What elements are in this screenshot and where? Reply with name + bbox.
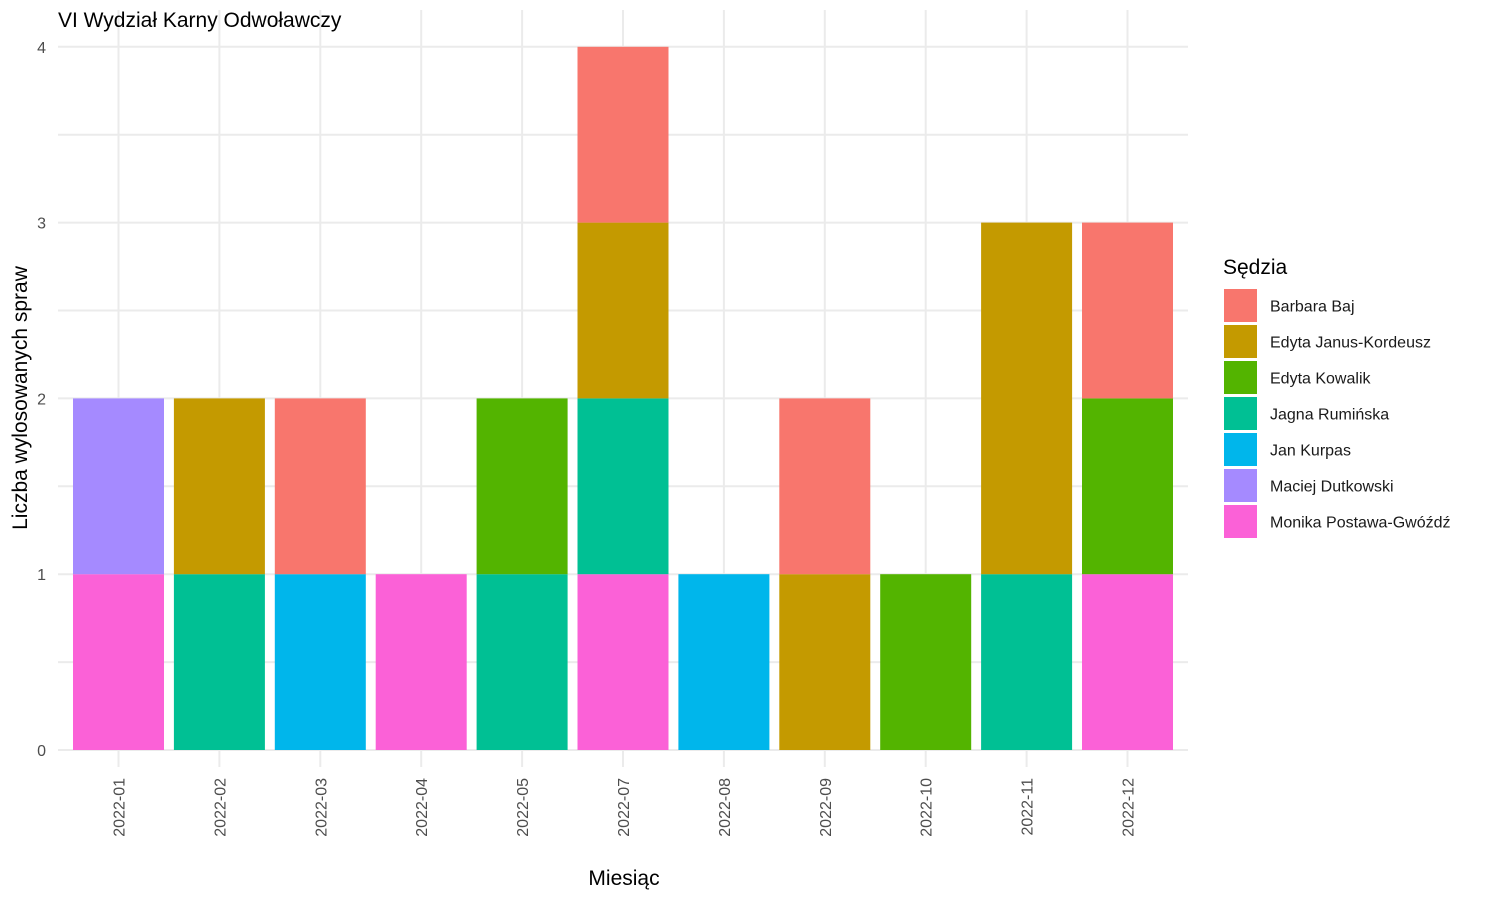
y-tick-label: 2 xyxy=(37,391,46,408)
x-tick-label: 2022-09 xyxy=(818,778,835,837)
legend-title: Sędzia xyxy=(1223,256,1288,279)
x-tick-label: 2022-02 xyxy=(212,778,229,837)
bar-segment xyxy=(274,398,366,575)
legend-swatch xyxy=(1224,361,1257,394)
legend-label: Jagna Rumińska xyxy=(1270,407,1389,424)
y-tick-label: 4 xyxy=(37,40,46,57)
bar-segment xyxy=(476,398,568,575)
legend-swatch xyxy=(1224,289,1257,322)
x-tick-label: 2022-03 xyxy=(313,778,330,837)
x-axis-title: Miesiąc xyxy=(588,867,659,890)
y-axis-title: Liczba wylosowanych spraw xyxy=(9,265,32,530)
x-axis-ticks: 2022-01 2022-02 2022-03 2022-04 2022-05 2022-… xyxy=(112,778,1138,837)
legend-label: Edyta Janus-Kordeusz xyxy=(1270,335,1431,352)
legend-swatch xyxy=(1224,433,1257,466)
legend-swatch xyxy=(1224,325,1257,358)
bar-segment xyxy=(274,574,366,750)
bar-segment xyxy=(476,574,568,750)
bar-segment xyxy=(1082,222,1173,399)
bar-segment xyxy=(779,574,871,750)
x-tick-label: 2022-08 xyxy=(717,778,734,837)
bar-segment xyxy=(173,574,265,750)
legend-swatch xyxy=(1224,505,1257,538)
legend-label: Edyta Kowalik xyxy=(1270,371,1371,388)
bar-segment xyxy=(678,574,770,750)
bar-segment xyxy=(73,574,164,750)
bar-segment xyxy=(577,398,669,575)
x-tick-label: 2022-12 xyxy=(1121,778,1138,837)
bar-segment xyxy=(173,398,265,575)
x-tick-label: 2022-05 xyxy=(515,778,532,837)
bar-segment xyxy=(375,574,467,750)
x-tick-label: 2022-01 xyxy=(112,778,129,837)
bar-segment xyxy=(73,398,164,575)
legend-label: Monika Postawa-Gwóźdź xyxy=(1270,515,1451,532)
chart-title: VI Wydział Karny Odwoławczy xyxy=(58,9,342,32)
bar-segment xyxy=(981,574,1073,750)
y-tick-label: 0 xyxy=(37,743,46,760)
bar-segment xyxy=(1082,574,1173,750)
bar-segment xyxy=(1082,398,1173,575)
y-tick-label: 3 xyxy=(37,216,46,233)
legend-label: Barbara Baj xyxy=(1270,299,1355,316)
legend-label: Jan Kurpas xyxy=(1270,443,1351,460)
legend: Sędzia Barbara Baj Edyta Janus-Kordeusz Ed… xyxy=(1223,256,1451,538)
bar-segment xyxy=(577,574,669,750)
bar-segment xyxy=(577,222,669,399)
bar-segment xyxy=(577,46,669,223)
x-tick-label: 2022-11 xyxy=(1020,778,1037,836)
x-tick-label: 2022-10 xyxy=(919,778,936,837)
bar-segment xyxy=(779,398,871,575)
y-tick-label: 1 xyxy=(37,567,46,584)
legend-swatch xyxy=(1224,469,1257,502)
y-axis-ticks: 0 1 2 3 4 xyxy=(37,40,46,760)
bar-segment xyxy=(981,222,1073,575)
x-tick-label: 2022-07 xyxy=(616,778,633,837)
legend-swatch xyxy=(1224,397,1257,430)
bar-segment xyxy=(880,574,972,750)
legend-label: Maciej Dutkowski xyxy=(1270,479,1394,496)
x-tick-label: 2022-04 xyxy=(414,778,431,837)
bars xyxy=(73,46,1173,750)
